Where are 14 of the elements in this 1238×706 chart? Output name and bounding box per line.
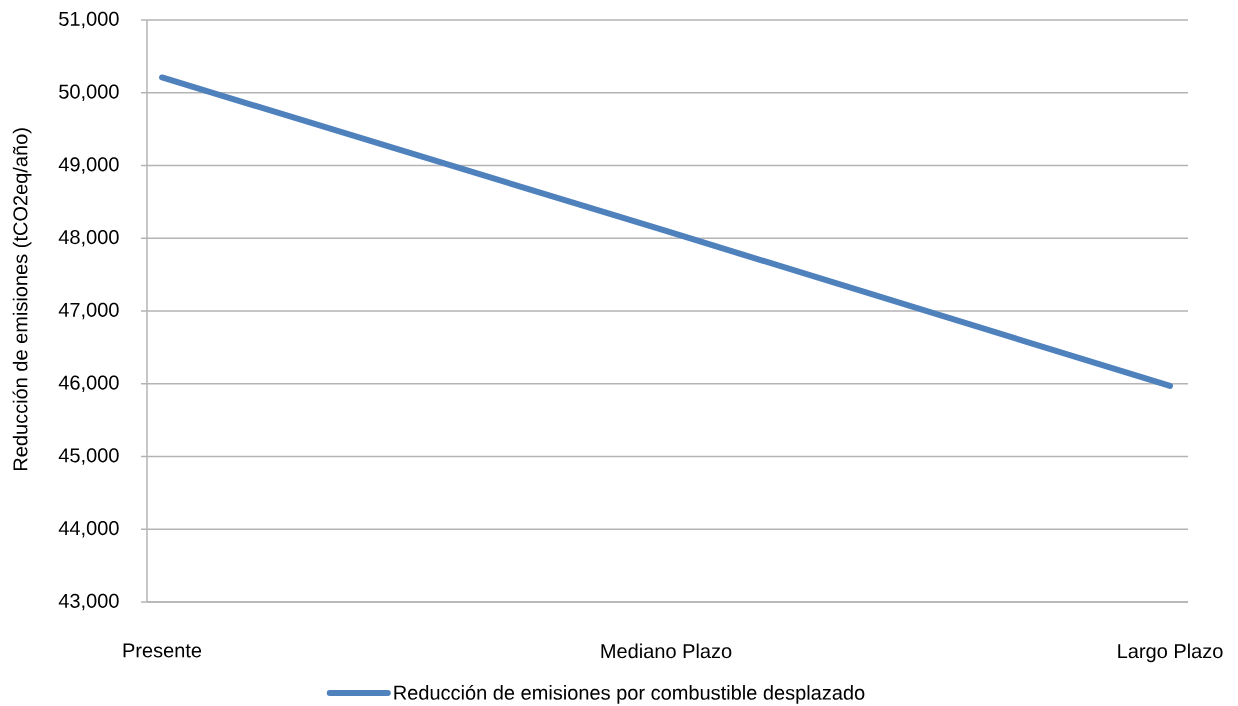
y-tick-label: 51,000 [59,11,119,29]
y-tick-label: 46,000 [58,375,119,393]
y-tick-label: 50,000 [59,84,119,102]
y-axis-title: Reducción de emisiones (tCO2eq/año) [12,128,32,471]
y-tick-label: 44,000 [58,520,119,538]
legend-label: Reducción de emisiones por combustible desplazado [394,684,865,704]
x-tick-label: Mediano Plazo [601,643,732,659]
y-tick-label: 47,000 [58,302,119,320]
x-tick-label: Largo Plazo [1118,643,1223,663]
y-tick-label: 45,000 [58,448,119,465]
y-tick-label: 48,000 [58,229,119,247]
y-tick-label: 43,000 [58,593,119,611]
x-tick-label: Presente [123,643,202,658]
y-tick-label: 49,000 [58,157,119,174]
